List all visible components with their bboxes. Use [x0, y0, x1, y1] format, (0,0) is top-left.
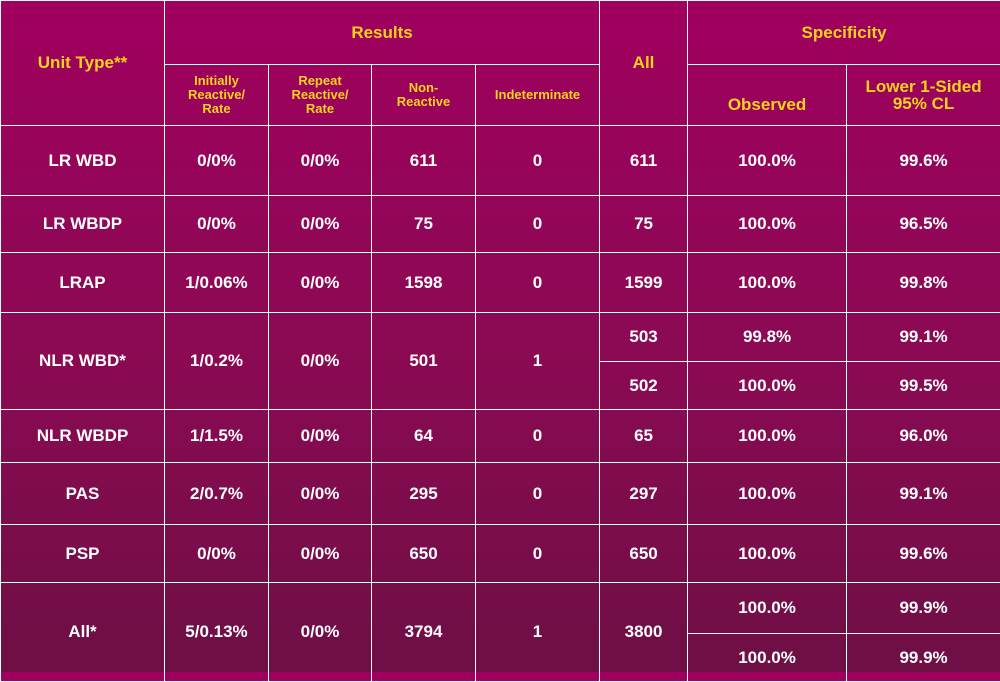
indeterminate-cell: 0 [476, 196, 600, 253]
unit-cell: PSP [1, 525, 165, 583]
unit-cell: PAS [1, 463, 165, 525]
initial-cell: 0/0% [165, 196, 269, 253]
initial-cell: 0/0% [165, 126, 269, 196]
unit-cell: NLR WBD* [1, 313, 165, 410]
indeterminate-cell: 0 [476, 126, 600, 196]
lower-cl-cell: 99.9% [847, 583, 1000, 634]
unit-cell: LR WBD [1, 126, 165, 196]
all-cell: 503 [600, 313, 688, 362]
indeterminate-cell: 0 [476, 463, 600, 525]
initial-cell: 1/0.06% [165, 253, 269, 313]
unit-cell: NLR WBDP [1, 410, 165, 463]
table-row: PAS 2/0.7% 0/0% 295 0 297 100.0% 99.1% [1, 463, 1000, 525]
indeterminate-cell: 0 [476, 525, 600, 583]
table-row: LR WBDP 0/0% 0/0% 75 0 75 100.0% 96.5% [1, 196, 1000, 253]
table-row: All* 5/0.13% 0/0% 3794 1 3800 100.0% 99.… [1, 583, 1000, 634]
lower-cl-cell: 96.5% [847, 196, 1000, 253]
indeterminate-cell: 0 [476, 410, 600, 463]
header-all: All [600, 1, 688, 126]
lower-cl-cell: 99.1% [847, 313, 1000, 362]
header-observed: Observed [688, 65, 847, 126]
table-row: NLR WBD* 1/0.2% 0/0% 501 1 503 99.8% 99.… [1, 313, 1000, 362]
indeterminate-cell: 0 [476, 253, 600, 313]
initial-cell: 2/0.7% [165, 463, 269, 525]
header-specificity: Specificity [688, 1, 1000, 65]
table-row: LR WBD 0/0% 0/0% 611 0 611 100.0% 99.6% [1, 126, 1000, 196]
unit-cell: LRAP [1, 253, 165, 313]
header-results: Results [165, 1, 600, 65]
observed-cell: 100.0% [688, 410, 847, 463]
lower-cl-cell: 99.9% [847, 634, 1000, 682]
observed-cell: 100.0% [688, 525, 847, 583]
observed-cell: 100.0% [688, 196, 847, 253]
header-non-reactive: Non-Reactive [372, 65, 476, 126]
lower-cl-cell: 96.0% [847, 410, 1000, 463]
all-cell: 65 [600, 410, 688, 463]
nonreactive-cell: 75 [372, 196, 476, 253]
lower-cl-cell: 99.1% [847, 463, 1000, 525]
observed-cell: 100.0% [688, 583, 847, 634]
all-cell: 75 [600, 196, 688, 253]
all-cell: 3800 [600, 583, 688, 682]
observed-cell: 99.8% [688, 313, 847, 362]
repeat-cell: 0/0% [269, 313, 372, 410]
nonreactive-cell: 3794 [372, 583, 476, 682]
repeat-cell: 0/0% [269, 463, 372, 525]
observed-cell: 100.0% [688, 253, 847, 313]
observed-cell: 100.0% [688, 362, 847, 410]
nonreactive-cell: 64 [372, 410, 476, 463]
observed-cell: 100.0% [688, 463, 847, 525]
table-row: NLR WBDP 1/1.5% 0/0% 64 0 65 100.0% 96.0… [1, 410, 1000, 463]
all-cell: 611 [600, 126, 688, 196]
initial-cell: 1/1.5% [165, 410, 269, 463]
nonreactive-cell: 1598 [372, 253, 476, 313]
indeterminate-cell: 1 [476, 583, 600, 682]
repeat-cell: 0/0% [269, 253, 372, 313]
all-cell: 297 [600, 463, 688, 525]
nonreactive-cell: 501 [372, 313, 476, 410]
initial-cell: 1/0.2% [165, 313, 269, 410]
table-row: PSP 0/0% 0/0% 650 0 650 100.0% 99.6% [1, 525, 1000, 583]
all-cell: 502 [600, 362, 688, 410]
repeat-cell: 0/0% [269, 196, 372, 253]
nonreactive-cell: 650 [372, 525, 476, 583]
observed-cell: 100.0% [688, 126, 847, 196]
nonreactive-cell: 611 [372, 126, 476, 196]
lower-cl-cell: 99.8% [847, 253, 1000, 313]
lower-cl-cell: 99.6% [847, 126, 1000, 196]
initial-cell: 5/0.13% [165, 583, 269, 682]
lower-cl-cell: 99.5% [847, 362, 1000, 410]
indeterminate-cell: 1 [476, 313, 600, 410]
unit-cell: LR WBDP [1, 196, 165, 253]
repeat-cell: 0/0% [269, 410, 372, 463]
initial-cell: 0/0% [165, 525, 269, 583]
repeat-cell: 0/0% [269, 126, 372, 196]
repeat-cell: 0/0% [269, 525, 372, 583]
nonreactive-cell: 295 [372, 463, 476, 525]
repeat-cell: 0/0% [269, 583, 372, 682]
observed-cell: 100.0% [688, 634, 847, 682]
all-cell: 1599 [600, 253, 688, 313]
table-row: LRAP 1/0.06% 0/0% 1598 0 1599 100.0% 99.… [1, 253, 1000, 313]
lower-cl-cell: 99.6% [847, 525, 1000, 583]
all-cell: 650 [600, 525, 688, 583]
unit-cell: All* [1, 583, 165, 682]
header-indeterminate: Indeterminate [476, 65, 600, 126]
header-unit-type: Unit Type** [1, 1, 165, 126]
